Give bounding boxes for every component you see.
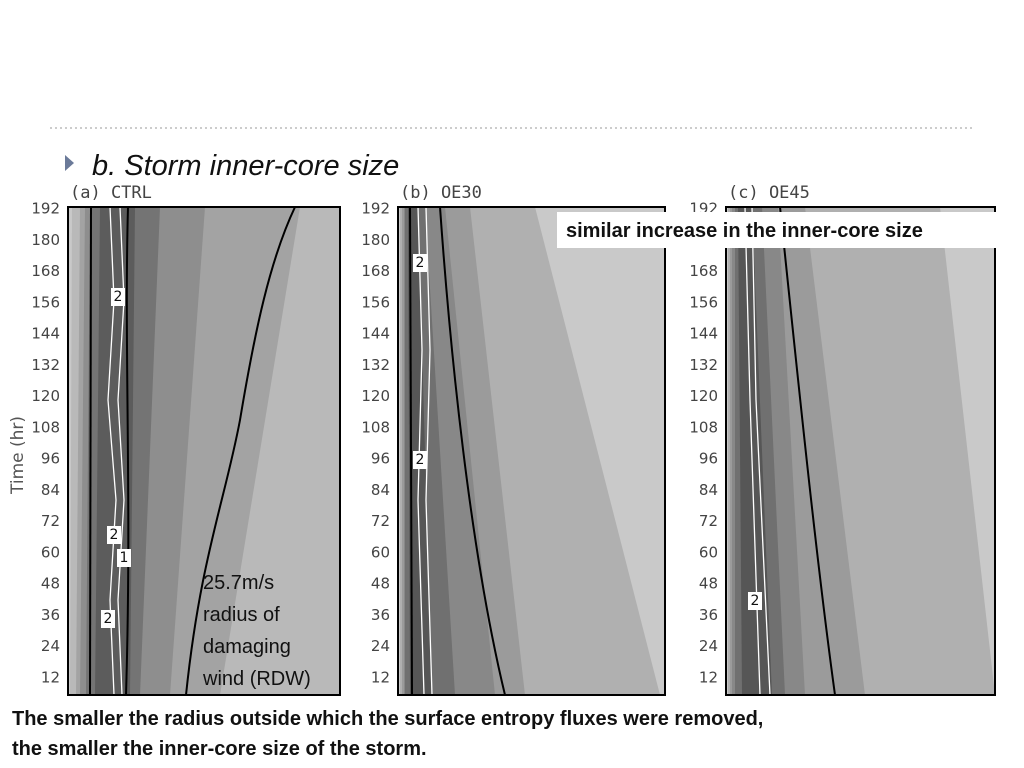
y-tick-label: 120 (689, 387, 718, 405)
y-tick-label: 72 (699, 512, 718, 530)
plot-panel: (b) OE30 192 180 168 156 144 132 120 108 96 84 72 60… (361, 183, 666, 696)
annotation-line: wind (RDW) (202, 668, 311, 690)
y-tick-label: 24 (699, 637, 718, 655)
contour-label: 2 (416, 452, 425, 468)
y-tick-label: 144 (31, 325, 60, 343)
annotation-line: radius of (203, 604, 280, 626)
y-tick-label: 96 (41, 450, 60, 468)
white-contour (417, 206, 425, 696)
shading-band (738, 207, 772, 695)
panel-title: (b) OE30 (400, 183, 482, 203)
y-tick-label: 132 (31, 356, 60, 374)
y-tick-label: 72 (41, 512, 60, 530)
contour-label-box (413, 451, 427, 469)
y-tick-label: 96 (699, 450, 718, 468)
panel-title: (c) OE45 (728, 183, 810, 203)
y-tick-label: 168 (361, 262, 390, 280)
panels: (a) CTRL 192 180 168 156 144 132 120 108 96 84 72 60… (31, 183, 996, 696)
y-tick-label: 120 (31, 387, 60, 405)
y-tick-label: 108 (361, 418, 390, 436)
y-tick-label: 168 (689, 262, 718, 280)
y-tick-label: 108 (31, 418, 60, 436)
contour-label-box (107, 526, 121, 544)
y-tick-label: 72 (371, 512, 390, 530)
y-tick-label: 132 (361, 356, 390, 374)
y-tick-label: 180 (31, 231, 60, 249)
caption: the smaller the inner-core size of the s… (12, 738, 427, 760)
black-contour (89, 206, 92, 696)
y-tick-label: 84 (41, 481, 60, 499)
contour-label: 2 (114, 289, 123, 305)
black-contour (779, 206, 836, 696)
contour-label-box (117, 549, 131, 567)
black-contour (125, 206, 130, 696)
callout: similar increase in the inner-core size (566, 220, 923, 242)
y-tick-label: 60 (371, 543, 390, 561)
y-tick-label: 48 (699, 575, 718, 593)
y-tick-label: 180 (361, 231, 390, 249)
plot-frame (725, 206, 996, 696)
y-tick-label: 84 (371, 481, 390, 499)
y-tick-label: 84 (699, 481, 718, 499)
contour-label: 1 (120, 550, 129, 566)
y-tick-label: 96 (371, 450, 390, 468)
y-tick-label: 36 (41, 606, 60, 624)
plot-panel: (a) CTRL 192 180 168 156 144 132 120 108 96 84 72 60… (31, 183, 341, 696)
plot-frame (67, 206, 341, 696)
y-tick-label: 24 (371, 637, 390, 655)
y-tick-label: 60 (699, 543, 718, 561)
white-contour (117, 206, 125, 696)
y-tick-label: 132 (689, 356, 718, 374)
callout-box (557, 212, 1012, 248)
contour-label: 2 (751, 593, 760, 609)
y-tick-label: 108 (689, 418, 718, 436)
heading: b. Storm inner-core size (92, 150, 399, 182)
contour-label-box (101, 610, 115, 628)
y-axis-label: Time (hr) (8, 416, 28, 495)
y-tick-label: 12 (41, 669, 60, 687)
y-tick-label: 120 (361, 387, 390, 405)
annotation-line: 25.7m/s (203, 572, 274, 594)
y-tick-label: 144 (689, 325, 718, 343)
caption: The smaller the radius outside which the… (12, 708, 763, 730)
y-tick-label: 48 (371, 575, 390, 593)
bullet (65, 155, 74, 171)
y-tick-label: 12 (371, 669, 390, 687)
y-tick-label: 156 (31, 293, 60, 311)
contour-label: 2 (416, 255, 425, 271)
black-contour (185, 206, 296, 696)
y-tick-label: 144 (361, 325, 390, 343)
contour-label-box (413, 254, 427, 272)
black-contour (439, 206, 506, 696)
y-tick-label: 156 (361, 293, 390, 311)
y-tick-label: 192 (31, 200, 60, 218)
black-contour (409, 206, 413, 696)
white-contour (425, 206, 433, 696)
plot-panel: (c) OE4519218016815614413212010896847260… (689, 183, 996, 696)
plot-frame (397, 206, 666, 696)
annotation: 25.7m/s radius of damaging wind (RDW) (202, 572, 311, 690)
panel-title: (a) CTRL (70, 183, 152, 203)
y-tick-label: 156 (689, 293, 718, 311)
y-tick-label: 12 (699, 669, 718, 687)
y-tick-label: 168 (31, 262, 60, 280)
y-tick-label: 36 (699, 606, 718, 624)
contour-label-box (748, 592, 762, 610)
y-tick-label: 36 (371, 606, 390, 624)
annotation-line: damaging (203, 636, 291, 658)
contour-label-box (111, 288, 125, 306)
contour-label: 2 (104, 611, 113, 627)
y-tick-label: 192 (361, 200, 390, 218)
y-tick-label: 60 (41, 543, 60, 561)
y-tick-label: 24 (41, 637, 60, 655)
white-contour (751, 206, 771, 696)
y-tick-label: 48 (41, 575, 60, 593)
contour-label: 2 (110, 527, 119, 543)
shading-band (95, 207, 135, 695)
